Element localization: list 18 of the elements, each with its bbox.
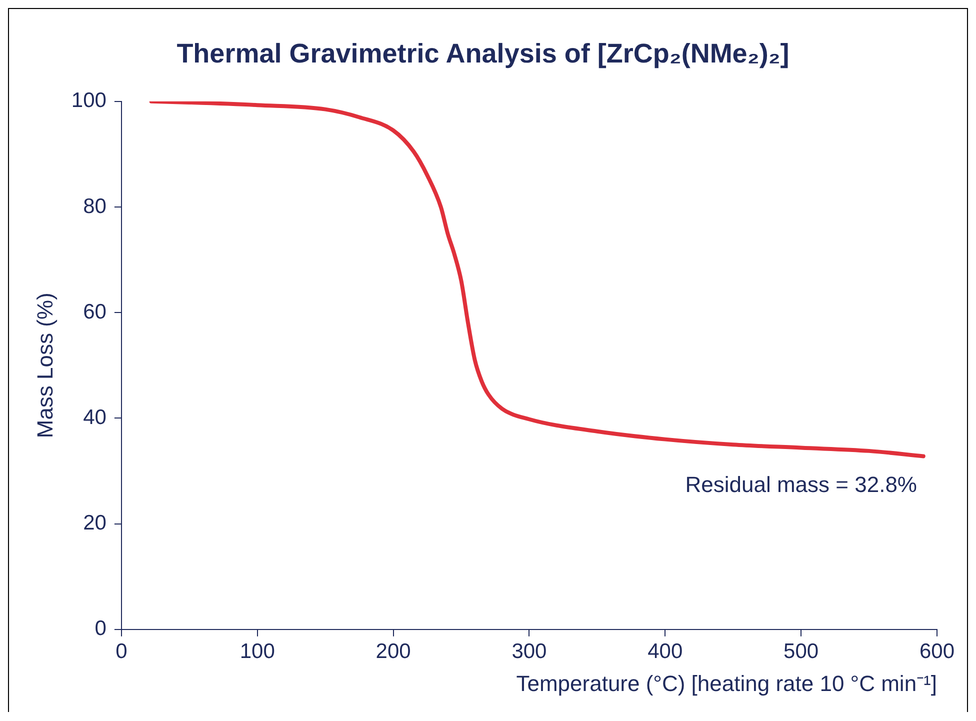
x-tick-label: 100 xyxy=(240,640,275,663)
y-tick-label: 20 xyxy=(83,512,106,535)
x-tick-label: 600 xyxy=(919,640,955,663)
x-tick-label: 400 xyxy=(648,640,683,663)
x-tick-label: 300 xyxy=(512,640,547,663)
x-tick-label: 0 xyxy=(116,640,128,663)
x-tick-label: 500 xyxy=(784,640,819,663)
chart-title: Thermal Gravimetric Analysis of [ZrCp₂(NMe₂)₂] xyxy=(176,38,790,69)
annotation: Residual mass = 32.8% xyxy=(685,472,917,498)
y-tick-label: 60 xyxy=(83,300,106,324)
y-axis-title: Mass Loss (%) xyxy=(32,292,58,438)
y-tick-label: 40 xyxy=(83,406,106,429)
y-tick-label: 0 xyxy=(94,617,106,640)
y-tick-label: 80 xyxy=(83,194,106,218)
x-axis-title: Temperature (°C) [heating rate 10 °C min⁻¹] xyxy=(516,670,937,696)
x-tick-label: 200 xyxy=(376,640,411,663)
line-series xyxy=(149,101,926,458)
y-tick-label: 100 xyxy=(71,89,106,112)
